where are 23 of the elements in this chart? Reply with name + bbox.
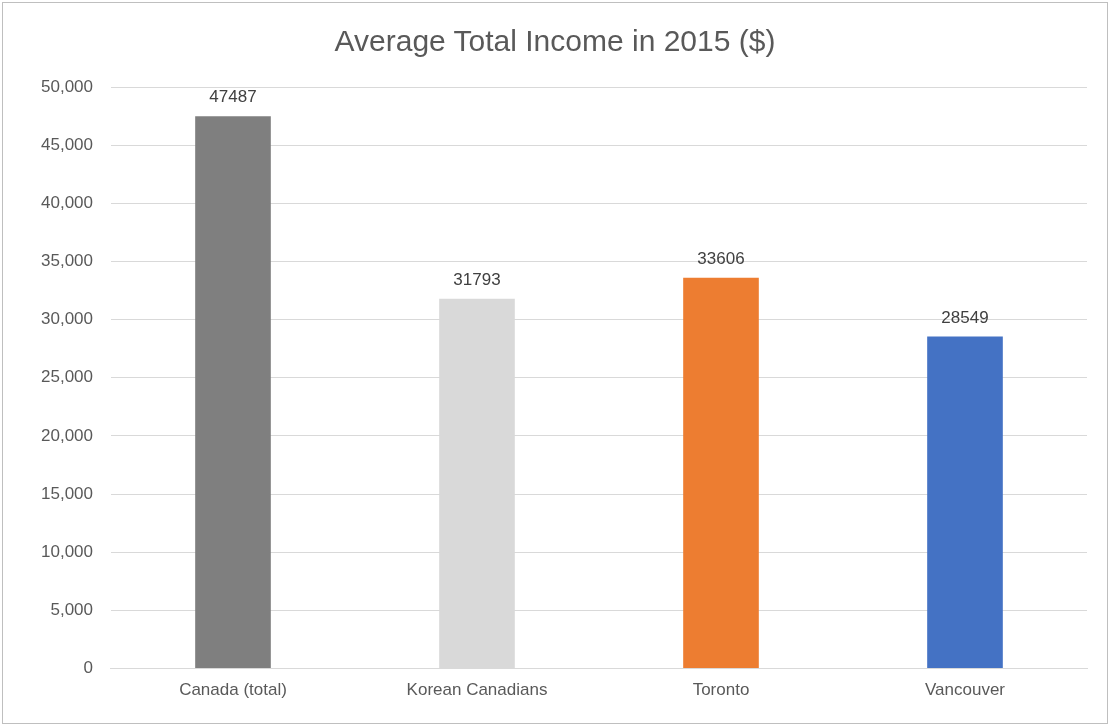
y-tick-label: 45,000 xyxy=(41,134,93,154)
y-tick-label: 40,000 xyxy=(41,193,93,213)
bar xyxy=(683,277,759,669)
chart-title: Average Total Income in 2015 ($) xyxy=(334,24,776,58)
y-tick-label: 20,000 xyxy=(41,425,93,445)
data-label: 31793 xyxy=(453,269,501,289)
x-tick-label: Vancouver xyxy=(924,680,1006,700)
y-tick-label: 35,000 xyxy=(41,251,93,271)
bar xyxy=(195,116,271,669)
x-tick-label: Toronto xyxy=(692,680,750,700)
data-label: 28549 xyxy=(941,307,989,327)
data-label: 33606 xyxy=(697,248,745,268)
y-tick-label: 10,000 xyxy=(41,541,93,561)
y-tick-label: 15,000 xyxy=(41,483,93,503)
data-label: 47487 xyxy=(209,87,257,107)
y-tick-label: 50,000 xyxy=(41,76,93,96)
y-tick-label: 0 xyxy=(83,658,93,678)
x-tick-label: Korean Canadians xyxy=(406,680,548,700)
y-tick-label: 25,000 xyxy=(41,367,93,387)
y-tick-label: 30,000 xyxy=(41,309,93,329)
y-tick-label: 5,000 xyxy=(50,600,93,620)
x-tick-label: Canada (total) xyxy=(179,680,287,700)
bar xyxy=(927,336,1003,669)
